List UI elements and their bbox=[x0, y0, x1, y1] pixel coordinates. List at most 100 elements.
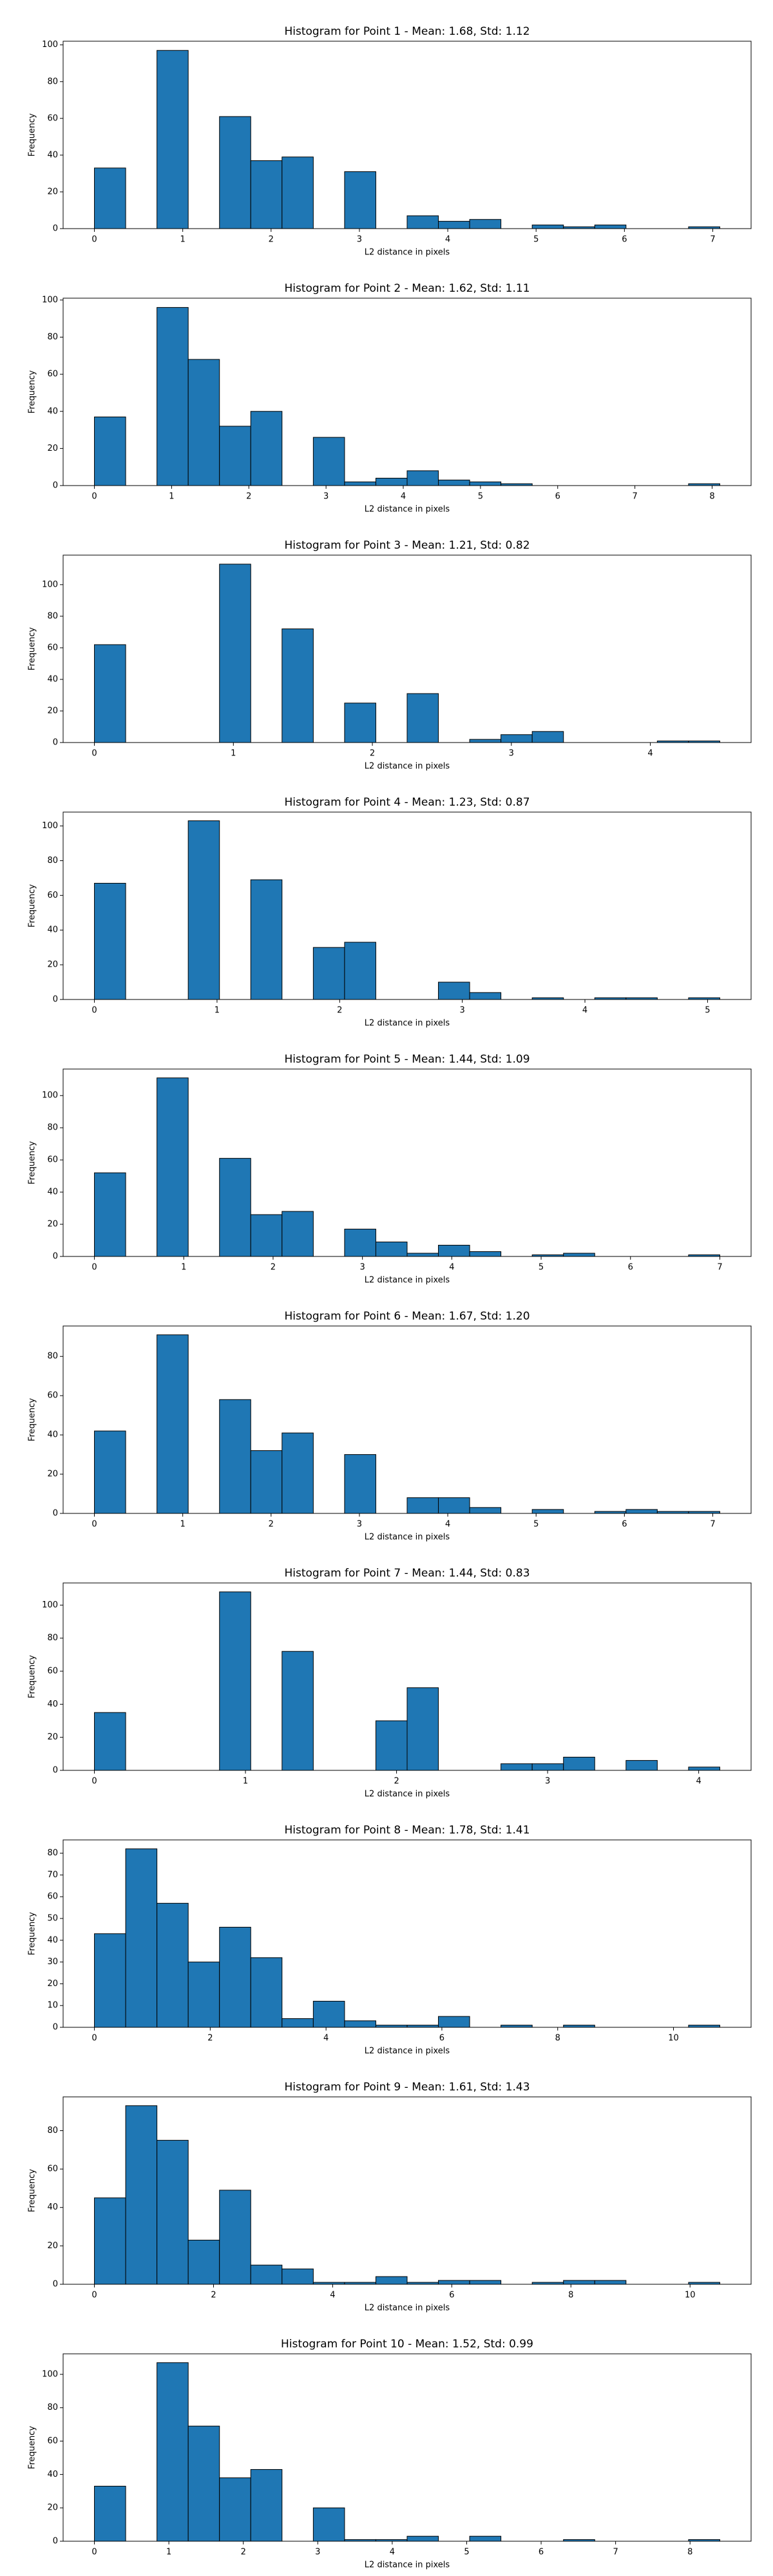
chart-title: Histogram for Point 5 - Mean: 1.44, Std:… bbox=[284, 1053, 530, 1066]
y-tick-label: 80 bbox=[47, 1123, 58, 1133]
y-tick-label: 40 bbox=[47, 1188, 58, 1197]
histogram-bar bbox=[282, 1432, 314, 1514]
x-tick-label: 7 bbox=[632, 492, 637, 502]
histogram-bar bbox=[187, 820, 220, 1000]
histogram-bar bbox=[344, 942, 376, 1000]
x-tick-label: 2 bbox=[269, 1520, 274, 1530]
x-tick-label: 2 bbox=[370, 749, 375, 759]
x-axis-label: L2 distance in pixels bbox=[365, 1019, 450, 1028]
histogram-bar bbox=[344, 1454, 376, 1514]
x-tick-label: 6 bbox=[439, 2034, 444, 2043]
y-tick-label: 0 bbox=[53, 995, 58, 1005]
axes-frame bbox=[62, 41, 752, 229]
x-axis-label: L2 distance in pixels bbox=[365, 1276, 450, 1285]
x-tick-label: 3 bbox=[545, 1777, 550, 1786]
x-tick-label: 7 bbox=[717, 1263, 722, 1273]
x-tick-label: 6 bbox=[622, 235, 627, 245]
x-tick-label: 1 bbox=[180, 1520, 186, 1530]
x-tick-label: 8 bbox=[687, 2548, 692, 2557]
x-tick-label: 3 bbox=[460, 1006, 465, 1016]
y-tick-label: 100 bbox=[42, 1600, 58, 1610]
histogram-bar bbox=[250, 1957, 283, 2028]
axes-frame bbox=[62, 2353, 752, 2542]
x-tick-label: 0 bbox=[91, 1263, 97, 1273]
y-tick-label: 60 bbox=[47, 370, 58, 379]
histogram-bar bbox=[219, 116, 251, 229]
x-tick-label: 2 bbox=[246, 492, 251, 502]
histogram-bar bbox=[469, 739, 502, 743]
x-tick-label: 10 bbox=[685, 2291, 696, 2300]
y-tick-label: 0 bbox=[53, 481, 58, 491]
histogram-bar bbox=[219, 1158, 251, 1257]
histogram-bar bbox=[282, 156, 314, 229]
histogram-bar bbox=[250, 879, 283, 1000]
x-axis-label: L2 distance in pixels bbox=[365, 762, 450, 772]
histogram-bar bbox=[563, 1253, 595, 1257]
y-tick-label: 100 bbox=[42, 580, 58, 589]
chart-title: Histogram for Point 7 - Mean: 1.44, Std:… bbox=[284, 1567, 530, 1580]
histogram-bar bbox=[219, 1591, 251, 1771]
histogram-bar bbox=[219, 1399, 251, 1514]
histogram-bar bbox=[157, 307, 189, 486]
histogram-bar bbox=[531, 224, 564, 229]
x-tick-label: 2 bbox=[394, 1777, 399, 1786]
histogram-bar bbox=[688, 2025, 720, 2028]
x-tick-label: 4 bbox=[445, 1520, 450, 1530]
y-tick-label: 100 bbox=[42, 295, 58, 305]
y-tick-label: 60 bbox=[47, 2164, 58, 2174]
y-axis-label: Frequency bbox=[28, 2426, 37, 2469]
y-tick-label: 40 bbox=[47, 406, 58, 416]
x-tick-label: 4 bbox=[647, 749, 653, 759]
histogram-bar bbox=[563, 1756, 595, 1771]
y-tick-label: 20 bbox=[47, 187, 58, 196]
y-tick-label: 0 bbox=[53, 2023, 58, 2032]
x-tick-label: 0 bbox=[91, 2291, 97, 2300]
x-tick-label: 8 bbox=[568, 2291, 573, 2300]
y-axis-label: Frequency bbox=[28, 113, 37, 156]
axes-frame bbox=[62, 2096, 752, 2285]
y-axis-label: Frequency bbox=[28, 370, 37, 413]
x-tick-label: 7 bbox=[710, 235, 715, 245]
y-tick-label: 40 bbox=[47, 1935, 58, 1945]
histogram-bar bbox=[375, 477, 408, 486]
y-tick-label: 80 bbox=[47, 1848, 58, 1858]
x-tick-label: 0 bbox=[91, 2548, 97, 2557]
histogram-bar bbox=[406, 2535, 439, 2542]
y-tick-label: 40 bbox=[47, 1430, 58, 1440]
histogram-bar bbox=[250, 2469, 283, 2542]
x-tick-label: 1 bbox=[169, 492, 174, 502]
histogram-bar bbox=[344, 481, 376, 486]
histogram-bar bbox=[250, 2264, 283, 2285]
y-axis-label: Frequency bbox=[28, 1398, 37, 1441]
histogram-bar bbox=[94, 1933, 126, 2028]
y-tick-label: 50 bbox=[47, 1914, 58, 1924]
x-tick-label: 1 bbox=[231, 749, 236, 759]
x-tick-label: 5 bbox=[533, 235, 539, 245]
histogram-bar bbox=[469, 1251, 502, 1257]
x-tick-label: 8 bbox=[555, 2034, 560, 2043]
histogram-bar bbox=[438, 221, 470, 229]
histogram-bar bbox=[282, 2268, 314, 2285]
y-tick-label: 60 bbox=[47, 1155, 58, 1165]
y-tick-label: 80 bbox=[47, 1352, 58, 1361]
y-tick-label: 10 bbox=[47, 2001, 58, 2011]
x-axis-label: L2 distance in pixels bbox=[365, 1790, 450, 1799]
y-tick-label: 40 bbox=[47, 1700, 58, 1709]
histogram-bar bbox=[438, 2280, 470, 2285]
x-tick-label: 3 bbox=[357, 235, 362, 245]
histogram-bar bbox=[282, 1651, 314, 1771]
axes-frame bbox=[62, 298, 752, 486]
y-tick-label: 20 bbox=[47, 960, 58, 970]
x-axis-label: L2 distance in pixels bbox=[365, 1533, 450, 1542]
x-tick-label: 5 bbox=[464, 2548, 469, 2557]
histogram-bar bbox=[469, 219, 502, 229]
y-tick-label: 20 bbox=[47, 706, 58, 715]
y-tick-label: 20 bbox=[47, 2241, 58, 2251]
chart-title: Histogram for Point 3 - Mean: 1.21, Std:… bbox=[284, 539, 530, 552]
x-axis-label: L2 distance in pixels bbox=[365, 505, 450, 515]
y-axis-label: Frequency bbox=[28, 2169, 37, 2212]
x-tick-label: 0 bbox=[91, 1006, 97, 1016]
y-tick-label: 20 bbox=[47, 1732, 58, 1742]
x-tick-label: 2 bbox=[269, 235, 274, 245]
y-tick-label: 20 bbox=[47, 2503, 58, 2513]
